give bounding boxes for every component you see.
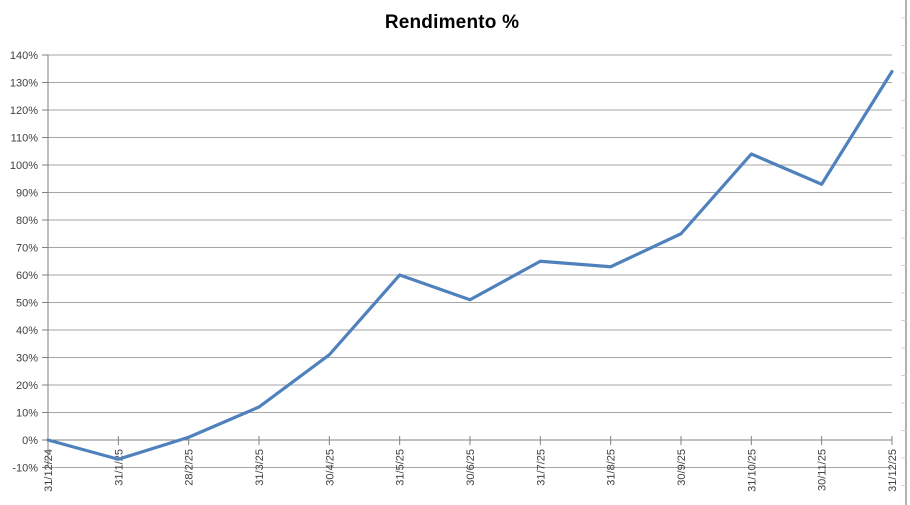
x-tick-label: 31/12/25 (887, 449, 899, 492)
y-tick-label: -10% (12, 463, 38, 475)
y-tick-label: 130% (10, 78, 38, 90)
series-line (46, 69, 894, 461)
x-tick-label: 30/6/25 (465, 449, 477, 486)
y-tick-label: 80% (16, 215, 38, 227)
x-tick-label: 30/4/25 (324, 449, 336, 486)
y-tick-label: 120% (10, 105, 38, 117)
x-tick-label: 31/1/25 (113, 449, 125, 486)
x-tick-label: 30/11/25 (817, 449, 829, 491)
chart-title: Rendimento % (384, 12, 520, 33)
y-tick-label: 30% (16, 353, 38, 365)
y-tick-label: 70% (16, 243, 38, 255)
x-tick-label: 28/2/25 (184, 449, 196, 486)
y-tick-label: 40% (16, 325, 38, 337)
y-tick-label: 60% (16, 270, 38, 282)
y-tick-label: 50% (16, 298, 38, 310)
x-tick-label: 31/8/25 (606, 449, 618, 486)
x-tick-label: 31/5/25 (395, 449, 407, 486)
x-tick-label: 31/10/25 (746, 449, 758, 492)
y-tick-label: 140% (10, 50, 38, 62)
x-tick-label: 31/7/25 (535, 449, 547, 486)
y-tick-label: 10% (16, 408, 38, 420)
y-tick-label: 100% (10, 160, 38, 172)
x-tick-label: 31/12/24 (43, 449, 55, 492)
y-tick-label: 0% (22, 435, 38, 447)
x-tick-label: 30/9/25 (676, 449, 688, 486)
y-tick-label: 110% (11, 133, 39, 145)
y-tick-label: 20% (16, 380, 38, 392)
x-tick-label: 31/3/25 (254, 449, 266, 486)
y-tick-label: 90% (16, 188, 38, 200)
